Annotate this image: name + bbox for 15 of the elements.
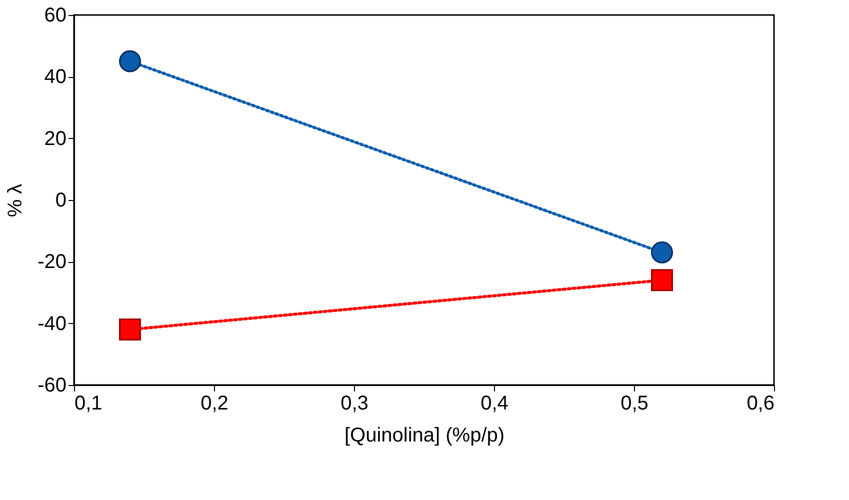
y-tick-label: -20 [38,251,66,274]
y-axis-title: % λ [4,184,27,218]
y-tick-label: 20 [44,128,66,150]
y-tick-label: 0 [55,190,66,212]
x-tick-label: 0,4 [480,392,508,414]
y-tick-label: -60 [38,374,66,396]
x-tick-label: 0,6 [746,392,774,414]
y-tick-label: 60 [44,4,66,26]
x-tick-label: 0,3 [340,392,368,414]
y-tick-label: -40 [38,312,66,335]
x-tick-label: 0,1 [74,392,102,414]
x-tick-label: 0,5 [620,392,648,414]
x-axis-title: [Quinolina] (%p/p) [344,424,505,446]
y-tick-label: 40 [44,66,66,88]
x-tick-label: 0,2 [200,392,228,414]
